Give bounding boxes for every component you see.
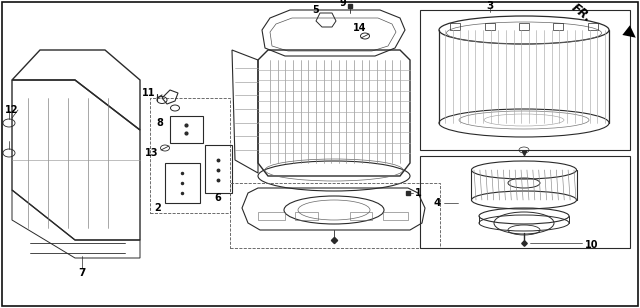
Text: 4: 4	[434, 198, 442, 208]
Text: 2: 2	[155, 203, 161, 213]
Bar	[420, 10, 630, 150]
Text: 10: 10	[585, 240, 598, 250]
Text: 14: 14	[353, 23, 367, 33]
Text: 1: 1	[415, 188, 422, 198]
Text: 8: 8	[156, 118, 163, 128]
Bar	[553, 23, 563, 30]
Bar	[485, 23, 495, 30]
Text: 11: 11	[141, 88, 155, 98]
Bar	[170, 116, 203, 143]
Text: 12: 12	[5, 105, 19, 115]
Bar	[205, 145, 232, 193]
Bar	[420, 156, 630, 248]
Bar	[258, 212, 285, 220]
Text: 7: 7	[78, 268, 86, 278]
Bar	[150, 98, 230, 213]
Text: 9: 9	[340, 0, 346, 8]
Bar	[519, 23, 529, 30]
Bar	[383, 212, 408, 220]
Bar	[450, 23, 460, 30]
Bar	[295, 212, 318, 220]
Bar	[165, 163, 200, 203]
Bar	[230, 183, 440, 248]
Bar	[588, 23, 598, 30]
Text: 5: 5	[312, 5, 319, 15]
Text: 6: 6	[214, 193, 221, 203]
Text: 3: 3	[486, 1, 493, 11]
Text: 13: 13	[145, 148, 158, 158]
Text: FR.: FR.	[569, 1, 594, 25]
Bar	[350, 212, 372, 220]
